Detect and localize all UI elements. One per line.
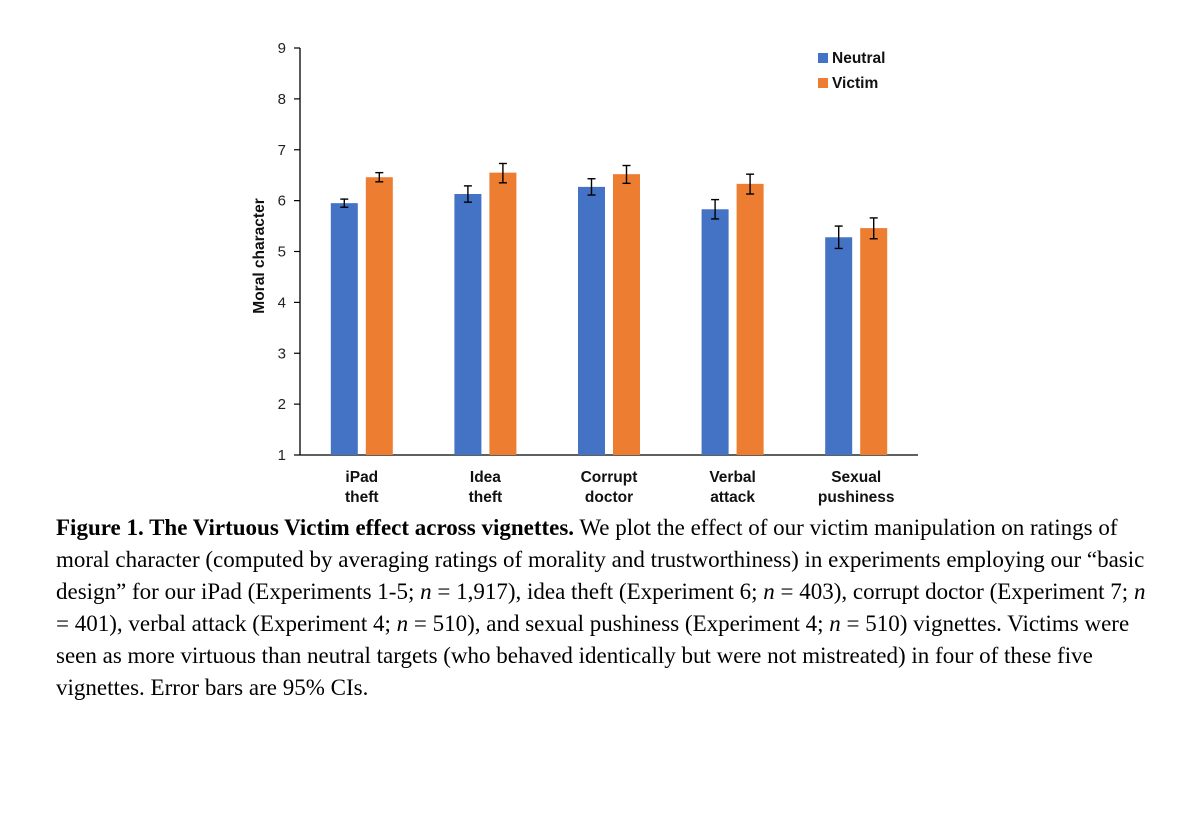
y-tick-label: 7 bbox=[278, 142, 286, 159]
bar-neutral bbox=[330, 203, 358, 455]
caption-n: n bbox=[396, 611, 409, 636]
caption-n: n bbox=[420, 579, 432, 604]
bar-victim bbox=[860, 228, 888, 455]
x-tick-label: Idea theft bbox=[469, 469, 503, 506]
x-tick-label-line: pushiness bbox=[818, 489, 895, 506]
x-tick-label: Corrupt doctor bbox=[581, 469, 638, 506]
y-tick-label: 9 bbox=[278, 40, 286, 57]
bar-neutral bbox=[578, 186, 605, 456]
bar-chart: 1 2 3 4 5 6 7 8 9 iPad theft Idea theft Corrupt doctor… bbox=[251, 40, 918, 506]
bar-neutral bbox=[701, 209, 729, 455]
x-tick-label-line: theft bbox=[469, 489, 503, 506]
y-axis-title: Moral character bbox=[251, 198, 268, 313]
x-tick-label: iPad theft bbox=[345, 469, 379, 506]
caption-text: = 510), and sexual pushiness (Experiment… bbox=[408, 611, 830, 636]
caption-text: = 401), verbal attack (Experiment 4; bbox=[56, 611, 397, 636]
legend-swatch-neutral bbox=[818, 53, 828, 63]
y-tick-label: 5 bbox=[278, 244, 286, 261]
x-tick-label-line: attack bbox=[710, 489, 755, 506]
bar-neutral bbox=[825, 237, 853, 455]
y-tick-label: 1 bbox=[278, 447, 286, 464]
y-tick-label: 2 bbox=[278, 396, 286, 413]
bar-victim bbox=[489, 172, 517, 456]
caption-n: n bbox=[1133, 579, 1146, 604]
y-tick-label: 6 bbox=[278, 193, 286, 210]
legend-label-neutral: Neutral bbox=[832, 50, 885, 67]
x-tick-label-line: Idea bbox=[470, 469, 501, 486]
legend-swatch-victim bbox=[818, 78, 828, 88]
bar-neutral bbox=[454, 194, 482, 456]
legend-label-victim: Victim bbox=[832, 75, 878, 92]
caption-n: n bbox=[829, 611, 841, 636]
bar-victim bbox=[736, 183, 764, 455]
x-tick-label: Verbal attack bbox=[709, 469, 756, 506]
bar-victim bbox=[613, 174, 640, 456]
caption-lead: Figure 1. The Virtuous Victim effect acr… bbox=[56, 515, 575, 540]
caption-body: We plot the effect of our victim manipul… bbox=[56, 515, 1145, 700]
x-tick-label-line: Corrupt bbox=[581, 469, 638, 486]
bar-victim bbox=[365, 177, 393, 455]
caption-text: We plot the effect of our victim manipul… bbox=[56, 515, 1145, 604]
x-tick-label-line: theft bbox=[345, 489, 379, 506]
caption-text: = 1,917), idea theft (Experiment 6; bbox=[431, 579, 764, 604]
caption-text: = 403), corrupt doctor (Experiment 7; bbox=[774, 579, 1134, 604]
x-tick-label-line: doctor bbox=[585, 489, 633, 506]
plot-area: 1 2 3 4 5 6 7 8 9 iPad theft Idea theft Corrupt doctor… bbox=[278, 40, 918, 506]
x-tick-label: Sexual pushiness bbox=[818, 469, 895, 506]
caption-n: n bbox=[763, 579, 775, 604]
y-tick-label: 3 bbox=[278, 345, 286, 362]
y-tick-label: 8 bbox=[278, 91, 286, 108]
x-tick-label-line: iPad bbox=[345, 469, 378, 486]
x-tick-label-line: Sexual bbox=[831, 469, 881, 486]
figure-caption: Figure 1. The Virtuous Victim effect acr… bbox=[56, 512, 1146, 704]
x-tick-label-line: Verbal bbox=[709, 469, 756, 486]
caption-text: = 510) vignettes. Victims were seen as m… bbox=[56, 611, 1130, 700]
y-tick-label: 4 bbox=[278, 294, 286, 311]
